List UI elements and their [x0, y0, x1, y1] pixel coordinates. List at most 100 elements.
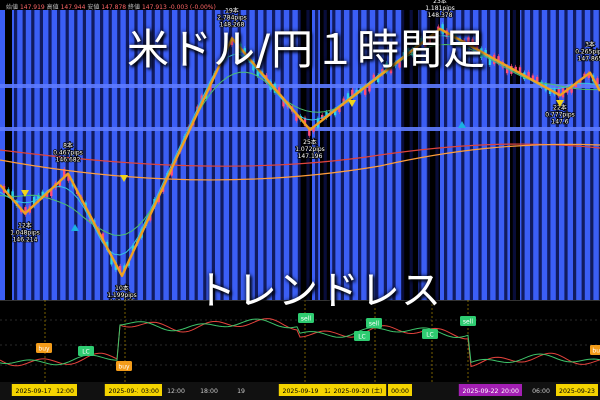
candle-body [312, 127, 315, 132]
band-stripe [280, 10, 284, 300]
axis-tick-box [498, 384, 522, 396]
badge-box [298, 313, 314, 323]
candle-body [58, 180, 62, 187]
axis-tick-label: 00:00 [391, 388, 409, 395]
pivot-text: 1.048pips [10, 230, 40, 237]
band-stripe [65, 10, 69, 300]
signal-badge-buy: buy [116, 361, 132, 371]
ohlc-readout: 始値 147.919 高値 147.944 安値 147.878 終値 147.… [6, 2, 216, 11]
candle-body [428, 36, 431, 43]
badge-text: sell [369, 320, 379, 327]
band-stripe [91, 10, 95, 300]
band-stripe [349, 10, 353, 300]
band-stripe [272, 10, 276, 300]
badge-box [354, 331, 370, 341]
band-row [0, 127, 600, 131]
axis-tick-label: 18:00 [200, 388, 218, 395]
band-stripe [186, 10, 190, 300]
signal-badge-lc: LC [78, 346, 94, 356]
axis-tick-label: 2025-09-18 (木) [109, 387, 158, 395]
axis-tick-label: 20:00 [501, 388, 519, 395]
badge-box [422, 329, 438, 339]
badge-text: sell [463, 318, 473, 325]
badge-text: buy [592, 347, 600, 354]
osc-red-line [0, 318, 600, 368]
osc-green-line [0, 318, 600, 366]
axis-tick: 20:00 [498, 384, 522, 396]
candle-body [407, 47, 410, 54]
candle-body [411, 48, 414, 56]
axis-tick-label: 12:00 [167, 388, 185, 395]
candle-body [467, 37, 470, 44]
band-stripe [254, 10, 258, 300]
band-stripe [151, 10, 155, 300]
band-stripe [366, 10, 370, 300]
band-stripe [487, 10, 491, 300]
candle-body [454, 33, 457, 39]
chart-title: 米ドル/円１時間足 [127, 25, 487, 74]
band-stripe [194, 10, 198, 300]
band-stripe [383, 10, 387, 300]
band-stripe [547, 10, 551, 300]
band-stripe [14, 10, 18, 300]
axis-tick-label: 19 [237, 388, 245, 395]
ohlc-open-value: 147.919 [19, 4, 45, 11]
pivot-text: 3本 [585, 41, 595, 49]
ohlc-close-value: 147.913 [141, 4, 167, 11]
ohlc-high-value: 147.944 [60, 4, 86, 11]
axis-tick: 03:00 [138, 384, 162, 396]
band-stripe [332, 10, 336, 300]
candle-body [475, 43, 479, 49]
pivot-text: 12本 [18, 222, 32, 230]
candle-body [32, 196, 36, 207]
axis-tick-box [556, 384, 598, 396]
pivot-text: 1.181pips [425, 5, 455, 12]
candle-body [342, 98, 345, 105]
band-stripe [590, 10, 594, 300]
band-stripe [495, 10, 499, 300]
badge-box [366, 318, 382, 328]
candle-body [235, 35, 238, 45]
axis-tick-label: 2025-09-19 (金) [283, 387, 332, 395]
band-stripe [211, 10, 215, 300]
band-stripe [246, 10, 250, 300]
pivot-text: 23本 [433, 0, 447, 5]
signal-badge-lc: LC [422, 329, 438, 339]
band-stripe [426, 10, 430, 300]
band-stripe [108, 10, 112, 300]
band-stripe [573, 10, 577, 300]
pivot-text: 147.865 [578, 56, 600, 63]
candle-body [596, 78, 599, 87]
down-triangle [556, 100, 564, 107]
pivot-text: 0.265pips [575, 49, 600, 56]
band-stripe [31, 10, 35, 300]
band-stripe [581, 10, 585, 300]
candle-body [398, 60, 401, 68]
pivot-text: 146.214 [13, 237, 38, 244]
axis-tick: 19 [237, 388, 245, 395]
band-stripe [289, 10, 293, 300]
axis-tick-box [329, 384, 387, 396]
down-triangle [120, 175, 128, 182]
band-stripe [306, 10, 310, 300]
ohlc-low-label: 安値 [87, 4, 100, 11]
ohlc-close-label: 終値 [128, 4, 141, 11]
down-triangle [348, 100, 356, 107]
band-stripe [418, 10, 422, 300]
candle-body [579, 80, 582, 84]
band-stripe [134, 10, 138, 300]
candle-body [303, 117, 307, 126]
session-band-6 [520, 10, 600, 300]
candle-body [484, 49, 487, 53]
candle-body [497, 56, 500, 64]
band-stripe [504, 10, 508, 300]
session-band-4 [418, 10, 428, 300]
candle-body [196, 106, 199, 113]
candle-body [346, 93, 350, 102]
badge-box [116, 361, 132, 371]
axis-tick-box [388, 384, 412, 396]
